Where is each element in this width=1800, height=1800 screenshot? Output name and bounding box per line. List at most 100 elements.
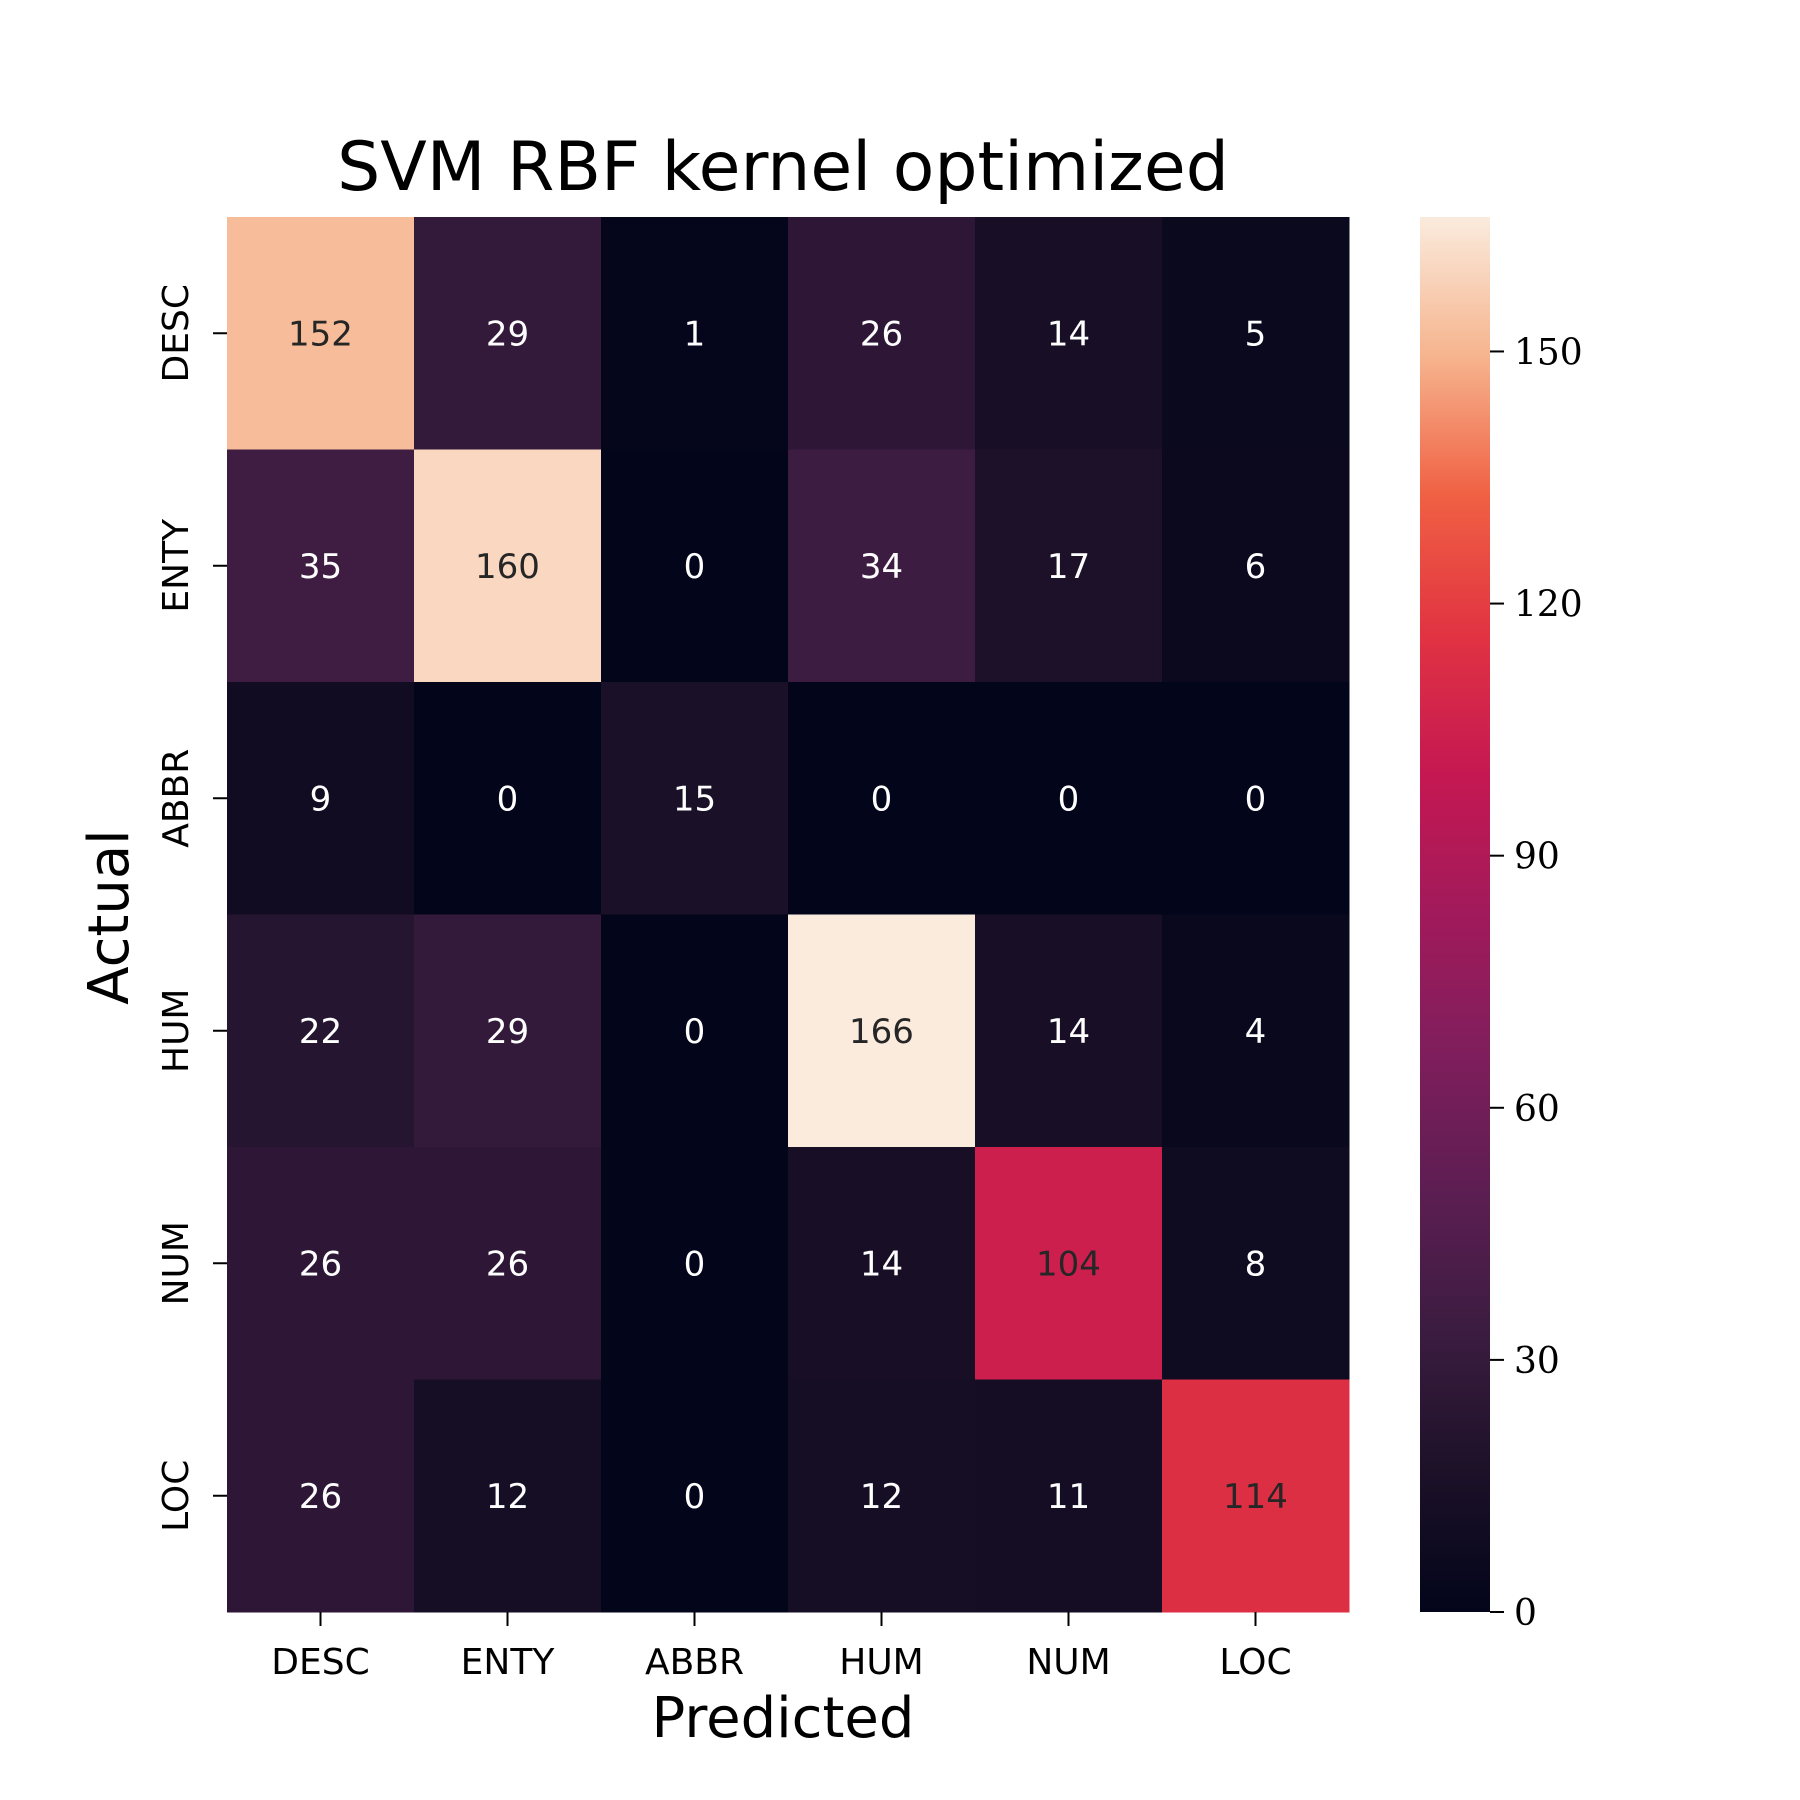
heatmap-cell — [788, 1379, 976, 1613]
colorbar-tick-label: 120 — [1514, 585, 1583, 626]
heatmap-cell — [227, 449, 415, 683]
cell-value-label: 1 — [684, 314, 706, 354]
x-tick-label: LOC — [1219, 1642, 1291, 1683]
heatmap-cell — [975, 1379, 1163, 1613]
cell-value-label: 14 — [860, 1244, 903, 1284]
heatmap-cell-labels: 152 29 1 26 14 5 35 160 0 34 17 6 9 0 15 0 0 0 22 29 0 166 14 4… — [288, 314, 1288, 1517]
cell-value-label: 8 — [1245, 1244, 1267, 1284]
heatmap-cell — [975, 449, 1163, 683]
heatmap-cell — [1162, 1379, 1350, 1613]
cell-value-label: 0 — [871, 779, 893, 819]
cell-value-label: 0 — [1245, 779, 1267, 819]
heatmap-cell — [227, 217, 415, 450]
heatmap-cell — [788, 1147, 976, 1380]
heatmap-cell — [227, 914, 415, 1148]
colorbar-tick-label: 0 — [1514, 1593, 1537, 1634]
cell-value-label: 11 — [1047, 1477, 1090, 1517]
x-axis-ticks: DESC ENTY ABBR HUM NUM LOC — [271, 1612, 1292, 1683]
heatmap-cell — [1162, 217, 1350, 450]
heatmap-cell — [414, 914, 602, 1148]
cell-value-label: 9 — [310, 779, 332, 819]
heatmap-cells — [227, 217, 1350, 1613]
cell-value-label: 0 — [1058, 779, 1080, 819]
chart-title: SVM RBF kernel optimized — [337, 128, 1229, 207]
heatmap-cell — [1162, 914, 1350, 1148]
heatmap-cell — [975, 1147, 1163, 1380]
y-tick-label: NUM — [156, 1221, 197, 1305]
heatmap-cell — [601, 449, 789, 683]
cell-value-label: 152 — [288, 314, 353, 354]
cell-value-label: 0 — [684, 1477, 706, 1517]
heatmap-cell — [975, 682, 1163, 915]
heatmap-cell — [788, 217, 976, 450]
y-tick-label: HUM — [156, 989, 197, 1073]
cell-value-label: 34 — [860, 547, 903, 587]
cell-value-label: 29 — [486, 314, 529, 354]
colorbar-ticks: 0 30 60 90 120 150 — [1490, 332, 1583, 1634]
heatmap-cell — [601, 682, 789, 915]
x-tick-label: ABBR — [645, 1642, 744, 1683]
heatmap-cell — [788, 449, 976, 683]
cell-value-label: 114 — [1223, 1477, 1288, 1517]
heatmap-cell — [1162, 449, 1350, 683]
cell-value-label: 26 — [486, 1244, 529, 1284]
cell-value-label: 26 — [299, 1477, 342, 1517]
x-tick-label: NUM — [1026, 1642, 1110, 1683]
cell-value-label: 4 — [1245, 1012, 1267, 1052]
cell-value-label: 0 — [684, 547, 706, 587]
cell-value-label: 166 — [849, 1012, 914, 1052]
cell-value-label: 14 — [1047, 314, 1090, 354]
y-axis-label: Actual — [77, 829, 142, 1004]
y-axis-ticks: DESC ENTY ABBR HUM NUM LOC — [156, 284, 227, 1532]
cell-value-label: 6 — [1245, 547, 1267, 587]
cell-value-label: 26 — [299, 1244, 342, 1284]
heatmap-cell — [1162, 1147, 1350, 1380]
y-tick-label: ENTY — [156, 518, 197, 613]
heatmap-cell — [414, 1147, 602, 1380]
cell-value-label: 104 — [1036, 1244, 1101, 1284]
x-tick-label: DESC — [271, 1642, 369, 1683]
x-tick-label: ENTY — [461, 1642, 556, 1683]
cell-value-label: 12 — [486, 1477, 529, 1517]
cell-value-label: 29 — [486, 1012, 529, 1052]
heatmap-cell — [975, 914, 1163, 1148]
heatmap-cell — [601, 217, 789, 450]
heatmap-cell — [227, 1147, 415, 1380]
cell-value-label: 160 — [475, 547, 540, 587]
colorbar-tick-label: 150 — [1514, 332, 1583, 373]
cell-value-label: 0 — [684, 1244, 706, 1284]
heatmap-cell — [414, 449, 602, 683]
cell-value-label: 35 — [299, 547, 342, 587]
heatmap-cell — [601, 1147, 789, 1380]
colorbar — [1420, 217, 1490, 1612]
heatmap-cell — [414, 682, 602, 915]
cell-value-label: 26 — [860, 314, 903, 354]
cell-value-label: 0 — [497, 779, 519, 819]
heatmap-cell — [1162, 682, 1350, 915]
heatmap-cell — [788, 914, 976, 1148]
cell-value-label: 15 — [673, 779, 716, 819]
heatmap-cell — [414, 1379, 602, 1613]
cell-value-label: 17 — [1047, 547, 1090, 587]
x-axis-label: Predicted — [652, 1686, 915, 1751]
cell-value-label: 22 — [299, 1012, 342, 1052]
x-tick-label: HUM — [839, 1642, 923, 1683]
cell-value-label: 5 — [1245, 314, 1267, 354]
heatmap-cell — [788, 682, 976, 915]
heatmap-cell — [227, 682, 415, 915]
cell-value-label: 0 — [684, 1012, 706, 1052]
heatmap-cell — [227, 1379, 415, 1613]
y-tick-label: LOC — [156, 1460, 197, 1532]
heatmap-cell — [601, 1379, 789, 1613]
colorbar-tick-label: 90 — [1514, 837, 1560, 878]
heatmap-cell — [975, 217, 1163, 450]
heatmap-cell — [601, 914, 789, 1148]
y-tick-label: DESC — [156, 284, 197, 382]
cell-value-label: 14 — [1047, 1012, 1090, 1052]
cell-value-label: 12 — [860, 1477, 903, 1517]
colorbar-tick-label: 60 — [1514, 1089, 1560, 1130]
y-tick-label: ABBR — [156, 749, 197, 848]
heatmap-cell — [414, 217, 602, 450]
colorbar-tick-label: 30 — [1514, 1341, 1560, 1382]
